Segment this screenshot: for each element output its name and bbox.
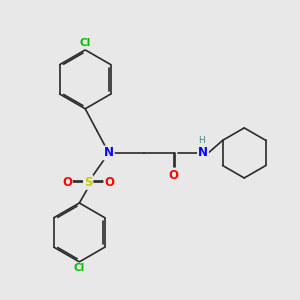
Text: H: H	[198, 136, 205, 145]
Text: Cl: Cl	[74, 263, 85, 273]
Text: N: N	[198, 146, 208, 159]
Text: O: O	[104, 176, 114, 189]
Text: S: S	[84, 176, 92, 189]
Text: O: O	[62, 176, 72, 189]
Text: Cl: Cl	[80, 38, 91, 48]
Text: O: O	[169, 169, 178, 182]
Text: N: N	[104, 146, 114, 159]
